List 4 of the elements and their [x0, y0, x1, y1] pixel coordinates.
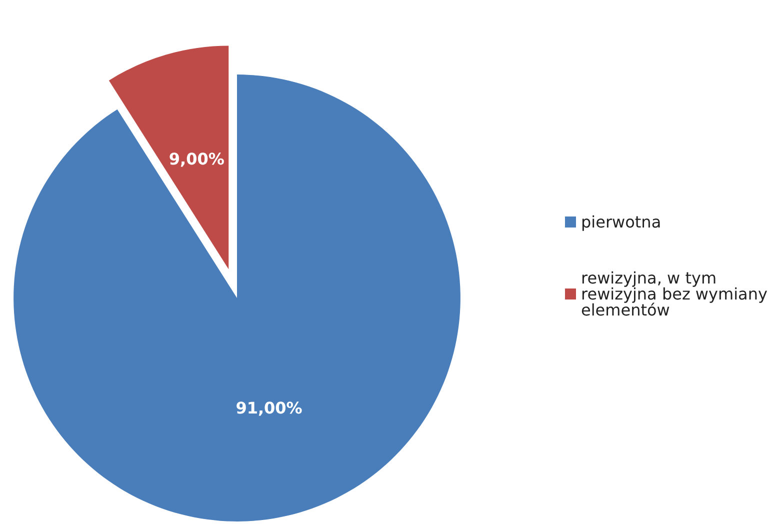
data-label: 9,00%: [168, 150, 224, 169]
data-label: 91,00%: [236, 398, 302, 418]
legend-label: rewizyjna, w tym rewizyjna bez wymiany elementów: [581, 268, 773, 320]
legend-label: pierwotna: [581, 212, 662, 232]
